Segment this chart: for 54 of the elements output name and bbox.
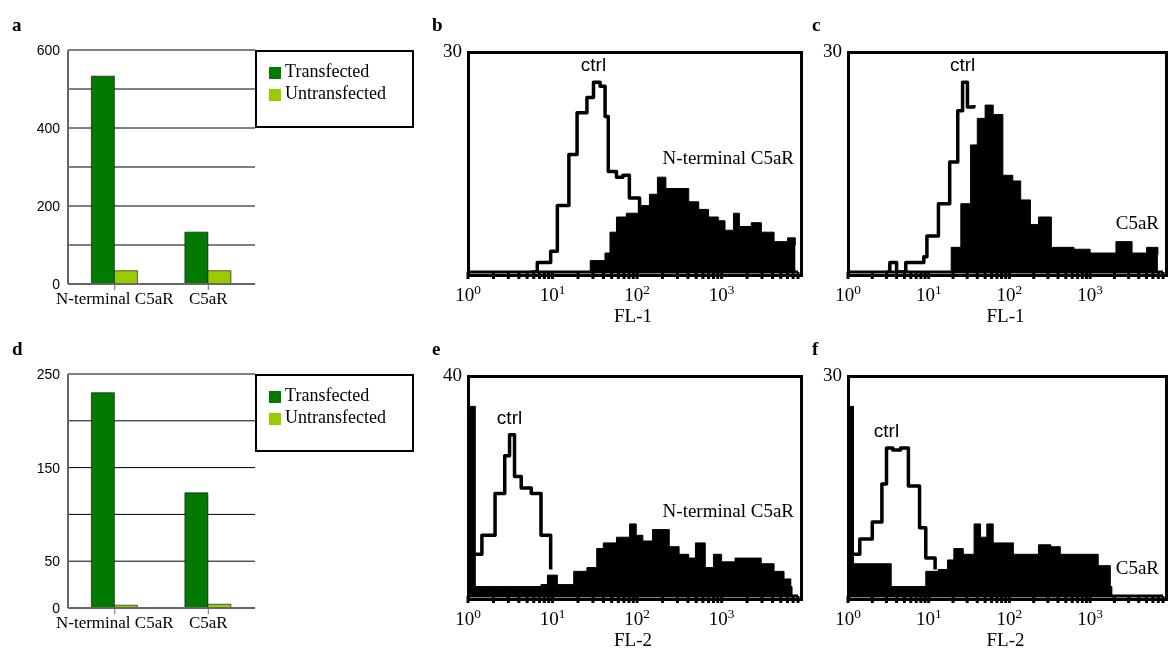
series-label: ctrl: [872, 420, 901, 443]
x-tick-label: 10$^{3}$: [1077, 281, 1104, 305]
chart-title: b: [432, 14, 443, 36]
chart-title: f: [812, 338, 819, 360]
y-tick-label: 250: [36, 365, 61, 382]
x-tick-label: C5aR: [188, 613, 229, 633]
x-tick-label: 10$^{2}$: [624, 281, 650, 305]
x-tick-label: N-terminal C5aR: [55, 613, 175, 633]
legend-label: Transfected: [285, 385, 370, 405]
x-axis-title: FL-1: [986, 305, 1025, 326]
x-tick-label: N-terminal C5aR: [55, 289, 175, 309]
x-tick-label: 10$^{0}$: [455, 605, 482, 629]
text: 30: [442, 40, 462, 62]
x-tick-label: 10$^{2}$: [996, 605, 1023, 629]
y-tick-label: 600: [36, 41, 61, 58]
series-label: C5aR: [1114, 556, 1159, 579]
x-axis-title: FL-2: [614, 629, 652, 650]
x-tick-label: 10$^{2}$: [624, 605, 650, 629]
x-tick-label: 10$^{0}$: [835, 281, 862, 305]
x-tick-label: 10$^{1}$: [915, 281, 942, 305]
chart-title: e: [432, 338, 441, 360]
text: 40: [442, 364, 462, 386]
x-tick-label: C5aR: [188, 289, 229, 309]
y-tick-label: 400: [36, 119, 61, 136]
y-tick-label: 200: [36, 197, 61, 214]
series-label: C5aR: [1114, 211, 1159, 234]
series-label: ctrl: [948, 54, 977, 77]
series-label: ctrl: [495, 406, 524, 429]
legend-label: Untransfected: [285, 407, 386, 427]
chart-title: c: [812, 14, 821, 36]
y-tick-label: 150: [36, 459, 61, 476]
series-label: N-terminal C5aR: [661, 147, 794, 170]
x-tick-label: 10$^{0}$: [455, 281, 482, 305]
text: 30: [822, 364, 842, 386]
x-axis-title: FL-1: [614, 305, 652, 326]
series-label: N-terminal C5aR: [661, 499, 794, 522]
x-tick-label: 10$^{3}$: [708, 605, 735, 629]
x-tick-label: 10$^{1}$: [539, 281, 566, 305]
series-label: ctrl: [579, 54, 608, 77]
chart-title: d: [12, 338, 23, 360]
x-tick-label: 10$^{0}$: [835, 605, 862, 629]
x-axis-title: FL-2: [986, 629, 1025, 650]
y-tick-label: 50: [44, 553, 61, 570]
x-tick-label: 10$^{2}$: [996, 281, 1023, 305]
x-tick-label: 10$^{3}$: [1077, 605, 1104, 629]
text: 30: [822, 40, 842, 62]
x-tick-label: 10$^{1}$: [915, 605, 942, 629]
chart-title: a: [12, 14, 22, 36]
legend-label: Untransfected: [285, 83, 386, 103]
y-tick-label: 0: [52, 275, 61, 292]
legend-label: Transfected: [285, 61, 370, 81]
x-tick-label: 10$^{3}$: [708, 281, 735, 305]
x-tick-label: 10$^{1}$: [539, 605, 566, 629]
y-tick-label: 0: [52, 599, 61, 616]
